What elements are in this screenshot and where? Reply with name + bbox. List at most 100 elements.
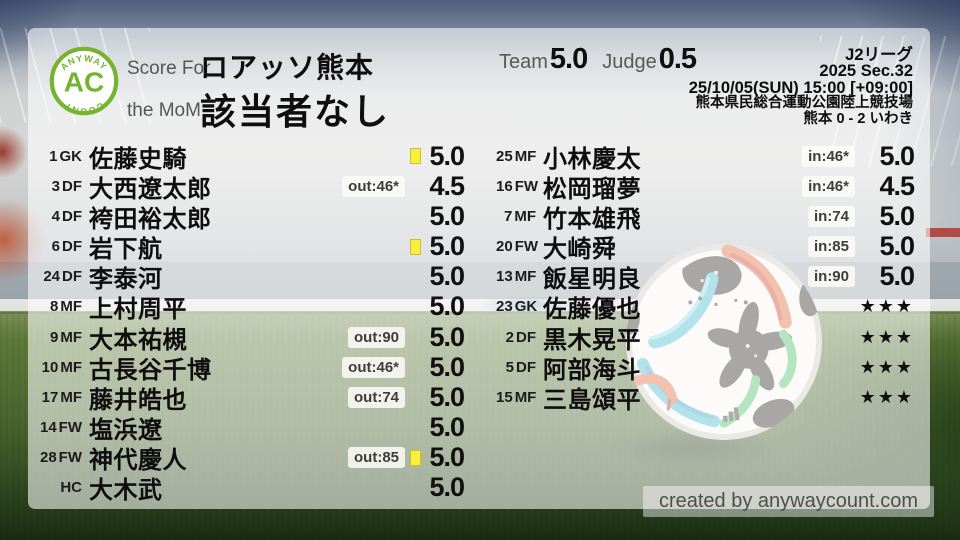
player-row: 8 MF 上村周平 5.0 <box>36 291 465 324</box>
player-number: 24 <box>43 268 60 286</box>
player-name: 古長谷千博 <box>89 356 212 384</box>
player-number: 6 <box>51 238 60 256</box>
player-name: 大崎舜 <box>543 236 617 264</box>
player-row: 25 MF 小林慶太 in:46* 5.0 <box>496 140 915 173</box>
sub-badge: out:46* <box>342 356 405 378</box>
player-name: 佐藤優也 <box>543 296 641 324</box>
player-row: 14 FW 塩浜遼 5.0 <box>36 411 465 444</box>
player-row: 23 GK 佐藤優也 ★★★ <box>496 292 914 324</box>
player-score: 5.0 <box>879 200 915 231</box>
player-name: 三島頌平 <box>543 386 641 414</box>
player-number: 7 <box>503 207 513 225</box>
venue: 熊本県民総合運動公園陸上競技場 <box>695 95 914 112</box>
match-result: 熊本 0 - 2 いわき <box>803 110 913 127</box>
player-name: 大本祐槻 <box>89 326 187 354</box>
season-section: 2025 Sec.32 <box>819 62 913 81</box>
player-position: MF <box>514 207 536 225</box>
mom-label: the MoM <box>127 100 201 121</box>
player-number: 23 <box>496 298 513 316</box>
player-name: 大西遼太郎 <box>89 175 212 203</box>
team-score-value: 5.0 <box>549 43 588 75</box>
player-score: 5.0 <box>879 231 915 262</box>
player-number: 28 <box>39 449 57 467</box>
player-position: MF <box>514 388 537 406</box>
player-position: FW <box>58 449 82 467</box>
starters-column: 1 GK 佐藤史騎 5.0 3 DF 大西遼太郎 out:46* 4.5 4 DF 袴… <box>36 140 465 505</box>
player-score: ★★★ <box>859 326 914 347</box>
sub-badge: in:90 <box>807 266 855 288</box>
player-name: 藤井皓也 <box>89 386 187 414</box>
player-row: 15 MF 三島頌平 ★★★ <box>496 382 914 414</box>
judge-score-label: Judge <box>602 51 657 73</box>
player-row: 16 FW 松岡瑠夢 in:46* 4.5 <box>496 171 915 203</box>
player-name: 袴田裕太郎 <box>89 205 212 233</box>
logo-monogram: AC <box>64 67 104 98</box>
player-number: 16 <box>496 177 513 195</box>
player-name: 小林慶太 <box>543 145 641 173</box>
player-row: 17 MF 藤井皓也 out:74 5.0 <box>36 381 465 414</box>
player-position: DF <box>516 328 536 346</box>
player-number: 5 <box>505 358 514 376</box>
sub-badge: in:46* <box>802 145 855 167</box>
player-position: FW <box>58 418 82 436</box>
player-number: 3 <box>51 177 60 195</box>
player-position: MF <box>514 147 537 165</box>
player-row: 24 DF 李泰河 5.0 <box>36 261 465 293</box>
mom-value: 該当者なし <box>200 91 391 132</box>
player-name: 大木武 <box>89 477 163 505</box>
player-name: 岩下航 <box>89 236 163 264</box>
credit-text: created by anywaycount.com <box>642 486 934 517</box>
player-score: 5.0 <box>429 140 465 171</box>
player-position: MF <box>60 328 82 346</box>
team-name: ロアッソ熊本 <box>200 52 375 83</box>
player-row: 13 MF 飯星明良 in:90 5.0 <box>496 261 915 293</box>
player-number: 15 <box>496 388 513 406</box>
player-score: ★★★ <box>859 296 914 317</box>
player-score: 5.0 <box>429 321 465 352</box>
player-score: 5.0 <box>429 411 465 442</box>
player-name: 黒木晃平 <box>543 326 641 354</box>
player-position: GK <box>59 147 83 165</box>
player-name: 佐藤史騎 <box>89 145 187 173</box>
player-row: 28 FW 神代慶人 out:85 5.0 <box>36 442 465 475</box>
player-score: ★★★ <box>859 356 914 377</box>
player-row: 10 MF 古長谷千博 out:46* 5.0 <box>36 351 465 384</box>
sub-badge: out:46* <box>342 175 405 197</box>
judge-score-value: 0.5 <box>658 43 697 75</box>
white-wash-panel <box>28 28 930 509</box>
player-score: 5.0 <box>429 351 465 382</box>
player-position: FW <box>514 177 539 195</box>
player-score: 5.0 <box>879 261 915 292</box>
player-number: 8 <box>49 298 59 316</box>
player-position: DF <box>62 238 82 256</box>
player-number: 13 <box>496 268 513 286</box>
player-score: ★★★ <box>859 386 914 407</box>
kickoff-datetime: 25/10/05(SUN) 15:00 [+09:00] <box>688 78 913 97</box>
player-number: 14 <box>39 418 57 436</box>
player-position: MF <box>60 388 82 406</box>
player-score: 5.0 <box>429 381 465 412</box>
player-row: 5 DF 阿部海斗 ★★★ <box>496 352 914 384</box>
player-number: 20 <box>496 238 513 256</box>
score-for-label: Score For <box>127 58 211 79</box>
player-row: 7 MF 竹本雄飛 in:74 5.0 <box>496 200 915 233</box>
team-score-label: Team <box>499 51 548 73</box>
player-number: 25 <box>496 147 513 165</box>
player-name: 阿部海斗 <box>543 356 641 384</box>
player-name: 上村周平 <box>89 296 187 324</box>
player-position: DF <box>62 207 82 225</box>
player-score: 5.0 <box>429 442 465 473</box>
player-number: 17 <box>41 388 59 406</box>
player-row: 9 MF 大本祐槻 out:90 5.0 <box>36 321 465 354</box>
anywaycount-logo: ANYWAY COUNT AC <box>49 46 119 116</box>
subs-column: 25 MF 小林慶太 in:46* 5.0 16 FW 松岡瑠夢 in:46* 4.… <box>496 140 915 414</box>
player-row: 20 FW 大崎舜 in:85 5.0 <box>496 231 915 264</box>
player-position: MF <box>514 268 537 286</box>
player-name: 神代慶人 <box>89 447 187 475</box>
player-score: 5.0 <box>879 140 915 171</box>
player-number: 4 <box>51 207 60 225</box>
player-row: HC 大木武 5.0 <box>36 472 465 505</box>
sub-badge: in:74 <box>807 205 855 227</box>
player-position: FW <box>514 238 539 256</box>
